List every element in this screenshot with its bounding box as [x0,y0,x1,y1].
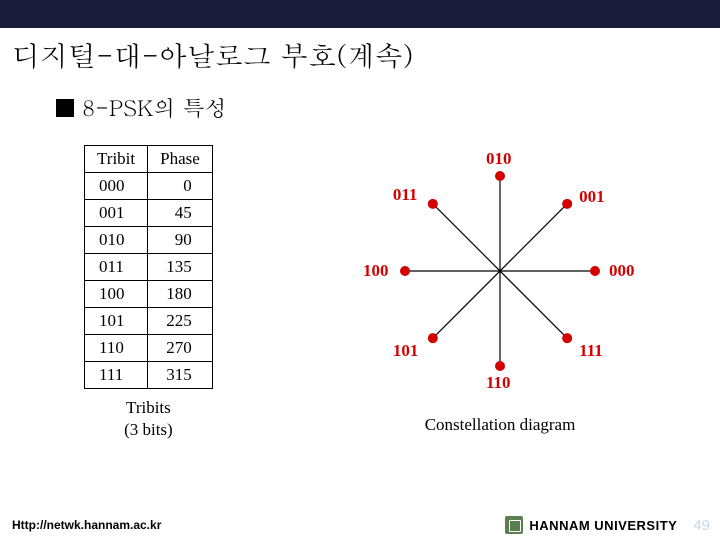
constellation-label: 111 [579,341,603,360]
constellation-point [562,199,572,209]
cell-tribit: 100 [85,281,148,308]
university-name: HANNAM UNIVERSITY [529,518,677,533]
footer-url: Http://netwk.hannam.ac.kr [12,518,161,532]
constellation-point [495,171,505,181]
cell-tribit: 110 [85,335,148,362]
cell-tribit: 001 [85,200,148,227]
table-row: 0000 [85,173,213,200]
cell-phase: 180 [148,281,213,308]
table-caption-l1: Tribits [126,398,171,417]
cell-tribit: 010 [85,227,148,254]
university-logo-icon [505,516,523,534]
constellation-label: 001 [579,187,605,206]
cell-tribit: 101 [85,308,148,335]
cell-phase: 45 [148,200,213,227]
content-area: Tribit Phase 000000145010900111351001801… [0,123,720,483]
constellation-label: 000 [609,261,635,280]
cell-tribit: 011 [85,254,148,281]
slide-title: 디지털-대-아날로그 부호(계속) [0,28,720,74]
cell-phase: 135 [148,254,213,281]
table-row: 110270 [85,335,213,362]
table-caption: Tribits (3 bits) [84,397,213,441]
constellation-label: 010 [486,149,512,168]
cell-phase: 0 [148,173,213,200]
cell-tribit: 000 [85,173,148,200]
table-header-tribit: Tribit [85,146,148,173]
constellation-caption: Constellation diagram [330,415,670,435]
constellation-point [495,361,505,371]
table-row: 01090 [85,227,213,254]
constellation-label: 101 [393,341,419,360]
constellation-label: 011 [393,185,418,204]
square-bullet-icon [56,99,74,117]
table-row: 011135 [85,254,213,281]
slide-topbar [0,0,720,28]
tribit-phase-table: Tribit Phase 000000145010900111351001801… [84,145,213,389]
table-row: 111315 [85,362,213,389]
cell-phase: 90 [148,227,213,254]
table-row: 101225 [85,308,213,335]
subtitle-row: 8-PSK의 특성 [0,74,720,123]
cell-phase: 315 [148,362,213,389]
subtitle-text: 8-PSK의 특성 [82,92,227,123]
table-row: 100180 [85,281,213,308]
cell-tribit: 111 [85,362,148,389]
cell-phase: 270 [148,335,213,362]
footer-right: HANNAM UNIVERSITY 49 [505,516,710,534]
tribit-table-wrap: Tribit Phase 000000145010900111351001801… [84,145,213,441]
cell-phase: 225 [148,308,213,335]
table-row: 00145 [85,200,213,227]
constellation-label: 110 [486,373,511,392]
constellation-label: 100 [363,261,389,280]
constellation-diagram: 000 001 010 011 100 101 110 111 Constellation d… [330,131,670,441]
constellation-point [562,333,572,343]
table-caption-l2: (3 bits) [124,420,173,439]
page-number: 49 [693,517,710,534]
constellation-point [428,199,438,209]
table-header-phase: Phase [148,146,213,173]
constellation-svg: 000 001 010 011 100 101 110 111 [330,131,670,411]
constellation-point [590,266,600,276]
constellation-point [400,266,410,276]
constellation-point [428,333,438,343]
slide-footer: Http://netwk.hannam.ac.kr HANNAM UNIVERS… [0,510,720,540]
